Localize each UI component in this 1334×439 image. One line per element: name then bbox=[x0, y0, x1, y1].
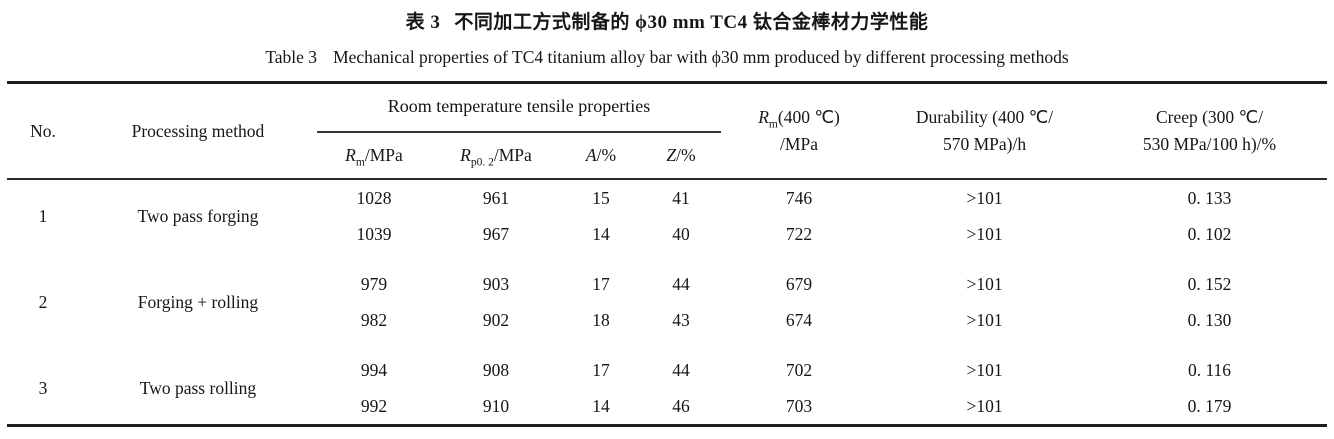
col-header-rm-400: Rm(400 ℃) /MPa bbox=[721, 82, 878, 180]
cell-no: 2 bbox=[38, 291, 48, 312]
cell-z: 46 bbox=[672, 395, 690, 416]
cell-rm: 994 bbox=[360, 359, 388, 380]
cell-rm400: 679 bbox=[785, 273, 813, 294]
table-caption-en-label: Table 3 bbox=[265, 47, 318, 67]
cell-no: 1 bbox=[38, 205, 48, 226]
symbol-rm-subscript: m bbox=[768, 118, 778, 131]
creep-line2: 530 MPa/100 h)/% bbox=[1142, 134, 1277, 154]
table-row: 992 910 14 46 703 >101 0. 179 bbox=[7, 388, 1327, 426]
cell-rm400: 703 bbox=[785, 395, 813, 416]
col-header-no: No. bbox=[6, 82, 79, 180]
cell-creep: 0. 130 bbox=[1187, 309, 1232, 330]
cell-rp02: 908 bbox=[482, 359, 510, 380]
cell-a: 14 bbox=[592, 223, 610, 244]
cell-processing-method: Two pass forging bbox=[137, 205, 259, 226]
durability-line2: 570 MPa)/h bbox=[942, 134, 1027, 154]
cell-z: 44 bbox=[672, 359, 690, 380]
col-header-processing-method: Processing method bbox=[78, 82, 317, 180]
cell-no: 3 bbox=[38, 377, 48, 398]
cell-rm400: 722 bbox=[785, 223, 813, 244]
cell-a: 15 bbox=[592, 187, 610, 208]
cell-z: 41 bbox=[672, 187, 690, 208]
cell-creep: 0. 152 bbox=[1187, 273, 1232, 294]
cell-rp02: 910 bbox=[482, 395, 510, 416]
cell-rp02: 967 bbox=[482, 223, 510, 244]
table-caption-en-text: Mechanical properties of TC4 titanium al… bbox=[333, 47, 1069, 67]
cell-rm400: 674 bbox=[785, 309, 813, 330]
col-header-durability: Durability (400 ℃/ 570 MPa)/h bbox=[877, 82, 1093, 180]
cell-durability: >101 bbox=[966, 273, 1003, 294]
cell-z: 44 bbox=[672, 273, 690, 294]
creep-line1: Creep (300 ℃/ bbox=[1155, 106, 1264, 127]
header-row-1: No. Processing method Room temperature t… bbox=[6, 82, 1328, 180]
cell-rm: 1028 bbox=[356, 187, 392, 208]
cell-rm: 982 bbox=[360, 309, 388, 330]
cell-durability: >101 bbox=[966, 223, 1003, 244]
cell-a: 17 bbox=[592, 359, 610, 380]
cell-z: 43 bbox=[672, 309, 690, 330]
cell-rm400: 746 bbox=[785, 187, 813, 208]
durability-line1: Durability (400 ℃/ bbox=[915, 106, 1054, 127]
cell-rp02: 902 bbox=[482, 309, 510, 330]
cell-a: 18 bbox=[592, 309, 610, 330]
rm-400-condition: (400 ℃) bbox=[777, 106, 840, 127]
rm-400-unit: /MPa bbox=[780, 134, 818, 154]
cell-rp02: 903 bbox=[482, 273, 510, 294]
cell-creep: 0. 179 bbox=[1187, 395, 1232, 416]
cell-creep: 0. 133 bbox=[1187, 187, 1232, 208]
table-caption-en: Table 3 Mechanical properties of TC4 tita… bbox=[0, 47, 1334, 68]
cell-creep: 0. 102 bbox=[1187, 223, 1232, 244]
cell-rm400: 702 bbox=[785, 359, 813, 380]
table-row: 1 Two pass forging 1028 961 15 41 746 >1… bbox=[7, 179, 1327, 226]
cell-durability: >101 bbox=[966, 309, 1003, 330]
table-caption-zh: 表 3 不同加工方式制备的 ϕ30 mm TC4 钛合金棒材力学性能 bbox=[0, 7, 1334, 34]
cell-durability: >101 bbox=[966, 359, 1003, 380]
cell-processing-method: Two pass rolling bbox=[139, 377, 257, 398]
cell-rm: 1039 bbox=[356, 223, 392, 244]
col-header-rp02: Rp0. 2/MPa bbox=[430, 132, 561, 180]
cell-rm: 979 bbox=[360, 273, 388, 294]
table-row: 2 Forging + rolling 979 903 17 44 679 >1… bbox=[7, 252, 1327, 312]
col-header-creep: Creep (300 ℃/ 530 MPa/100 h)/% bbox=[1092, 82, 1328, 180]
col-header-rm: Rm/MPa bbox=[316, 132, 431, 180]
cell-durability: >101 bbox=[966, 395, 1003, 416]
table-row: 1039 967 14 40 722 >101 0. 102 bbox=[7, 216, 1327, 252]
cell-rp02: 961 bbox=[482, 187, 510, 208]
table-row: 982 902 18 43 674 >101 0. 130 bbox=[7, 302, 1327, 338]
symbol-rm: R bbox=[758, 106, 769, 127]
table-caption-zh-label: 表 3 bbox=[405, 12, 441, 33]
header-row-2: Rm/MPa Rp0. 2/MPa A/% Z/% bbox=[7, 132, 1327, 180]
cell-processing-method: Forging + rolling bbox=[137, 291, 259, 312]
cell-z: 40 bbox=[672, 223, 690, 244]
table-caption-zh-text: 不同加工方式制备的 ϕ30 mm TC4 钛合金棒材力学性能 bbox=[454, 12, 929, 33]
col-header-reduction: Z/% bbox=[640, 132, 722, 180]
mechanical-properties-table: No. Processing method Room temperature t… bbox=[6, 81, 1328, 427]
col-header-tensile-group: Room temperature tensile properties bbox=[316, 82, 722, 133]
cell-durability: >101 bbox=[966, 187, 1003, 208]
cell-a: 14 bbox=[592, 395, 610, 416]
cell-rm: 992 bbox=[360, 395, 388, 416]
col-header-elongation: A/% bbox=[560, 132, 641, 180]
cell-a: 17 bbox=[592, 273, 610, 294]
cell-creep: 0. 116 bbox=[1187, 359, 1232, 380]
table-row: 3 Two pass rolling 994 908 17 44 702 >10… bbox=[7, 338, 1327, 398]
